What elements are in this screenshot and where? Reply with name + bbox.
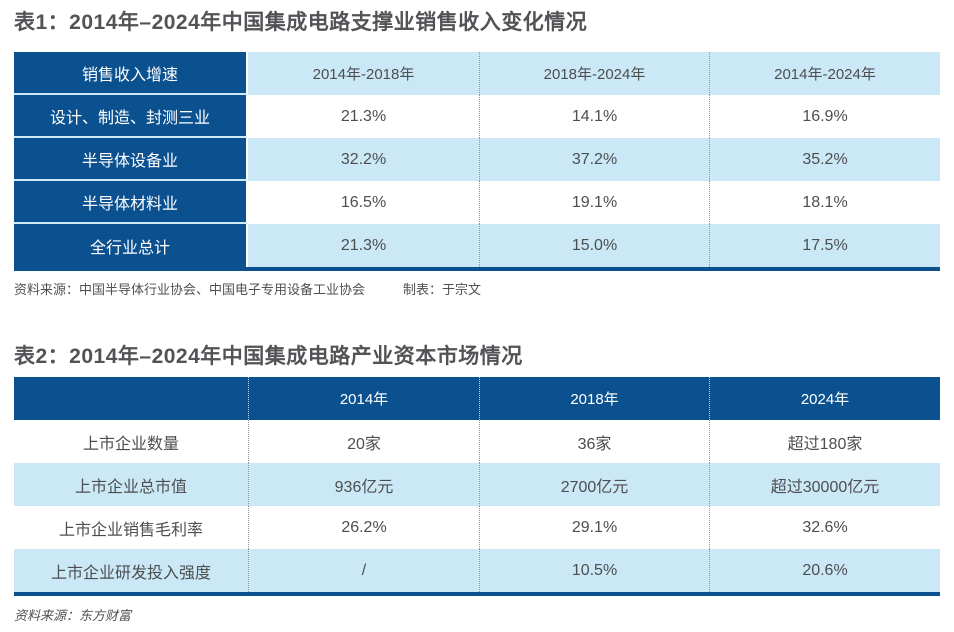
table1-cell: 14.1% xyxy=(479,95,709,138)
table1-column-header: 2014年-2018年 xyxy=(248,52,479,95)
table1-source-row: 资料来源：中国半导体行业协会、中国电子专用设备工业协会 制表：于宗文 xyxy=(14,279,940,298)
table2-cell: 20.6% xyxy=(709,549,940,592)
table2-source-row: 资料来源：东方财富 xyxy=(14,605,940,624)
table2-cell: / xyxy=(248,549,479,592)
table1-cell: 32.2% xyxy=(248,138,479,181)
table1-cell: 18.1% xyxy=(709,181,940,224)
table1-cell: 21.3% xyxy=(248,95,479,138)
table2-title: 表2：2014年–2024年中国集成电路产业资本市场情况 xyxy=(14,345,523,368)
table2-cell: 2700亿元 xyxy=(479,463,709,506)
table1: 销售收入增速 2014年-2018年 2018年-2024年 2014年-202… xyxy=(14,52,940,271)
table1-row-label: 半导体设备业 xyxy=(14,138,248,181)
table2: 2014年 2018年 2024年 上市企业数量 20家 36家 超过180家 … xyxy=(14,377,940,596)
table1-column-header: 2018年-2024年 xyxy=(479,52,709,95)
table2-cell: 29.1% xyxy=(479,506,709,549)
table2-cell: 26.2% xyxy=(248,506,479,549)
table1-cell: 35.2% xyxy=(709,138,940,181)
table2-cell: 936亿元 xyxy=(248,463,479,506)
table2-cell: 超过180家 xyxy=(709,420,940,463)
table2-cell: 36家 xyxy=(479,420,709,463)
table1-cell: 16.9% xyxy=(709,95,940,138)
table1-row-label: 设计、制造、封测三业 xyxy=(14,95,248,138)
table1-column-header: 2014年-2024年 xyxy=(709,52,940,95)
table1-cell: 37.2% xyxy=(479,138,709,181)
table2-row-label: 上市企业研发投入强度 xyxy=(14,549,248,592)
table2-cell: 10.5% xyxy=(479,549,709,592)
table2-row-label: 上市企业数量 xyxy=(14,420,248,463)
table1-title: 表1：2014年–2024年中国集成电路支撑业销售收入变化情况 xyxy=(14,11,588,34)
table2-cell: 超过30000亿元 xyxy=(709,463,940,506)
table2-column-header: 2018年 xyxy=(479,377,709,420)
table1-source: 资料来源：中国半导体行业协会、中国电子专用设备工业协会 xyxy=(14,282,366,297)
table1-cell: 16.5% xyxy=(248,181,479,224)
table1-credit: 制表：于宗文 xyxy=(403,282,482,297)
table1-cell: 17.5% xyxy=(709,224,940,267)
table1-corner-header: 销售收入增速 xyxy=(14,52,248,95)
table1-row-label: 全行业总计 xyxy=(14,224,248,267)
table1-cell: 21.3% xyxy=(248,224,479,267)
table2-column-header: 2024年 xyxy=(709,377,940,420)
table2-cell: 32.6% xyxy=(709,506,940,549)
table1-cell: 15.0% xyxy=(479,224,709,267)
table1-cell: 19.1% xyxy=(479,181,709,224)
table2-source: 资料来源：东方财富 xyxy=(14,608,132,623)
table1-row-label: 半导体材料业 xyxy=(14,181,248,224)
table2-row-label: 上市企业总市值 xyxy=(14,463,248,506)
table2-corner-header xyxy=(14,377,248,420)
table2-row-label: 上市企业销售毛利率 xyxy=(14,506,248,549)
table2-column-header: 2014年 xyxy=(248,377,479,420)
table2-cell: 20家 xyxy=(248,420,479,463)
